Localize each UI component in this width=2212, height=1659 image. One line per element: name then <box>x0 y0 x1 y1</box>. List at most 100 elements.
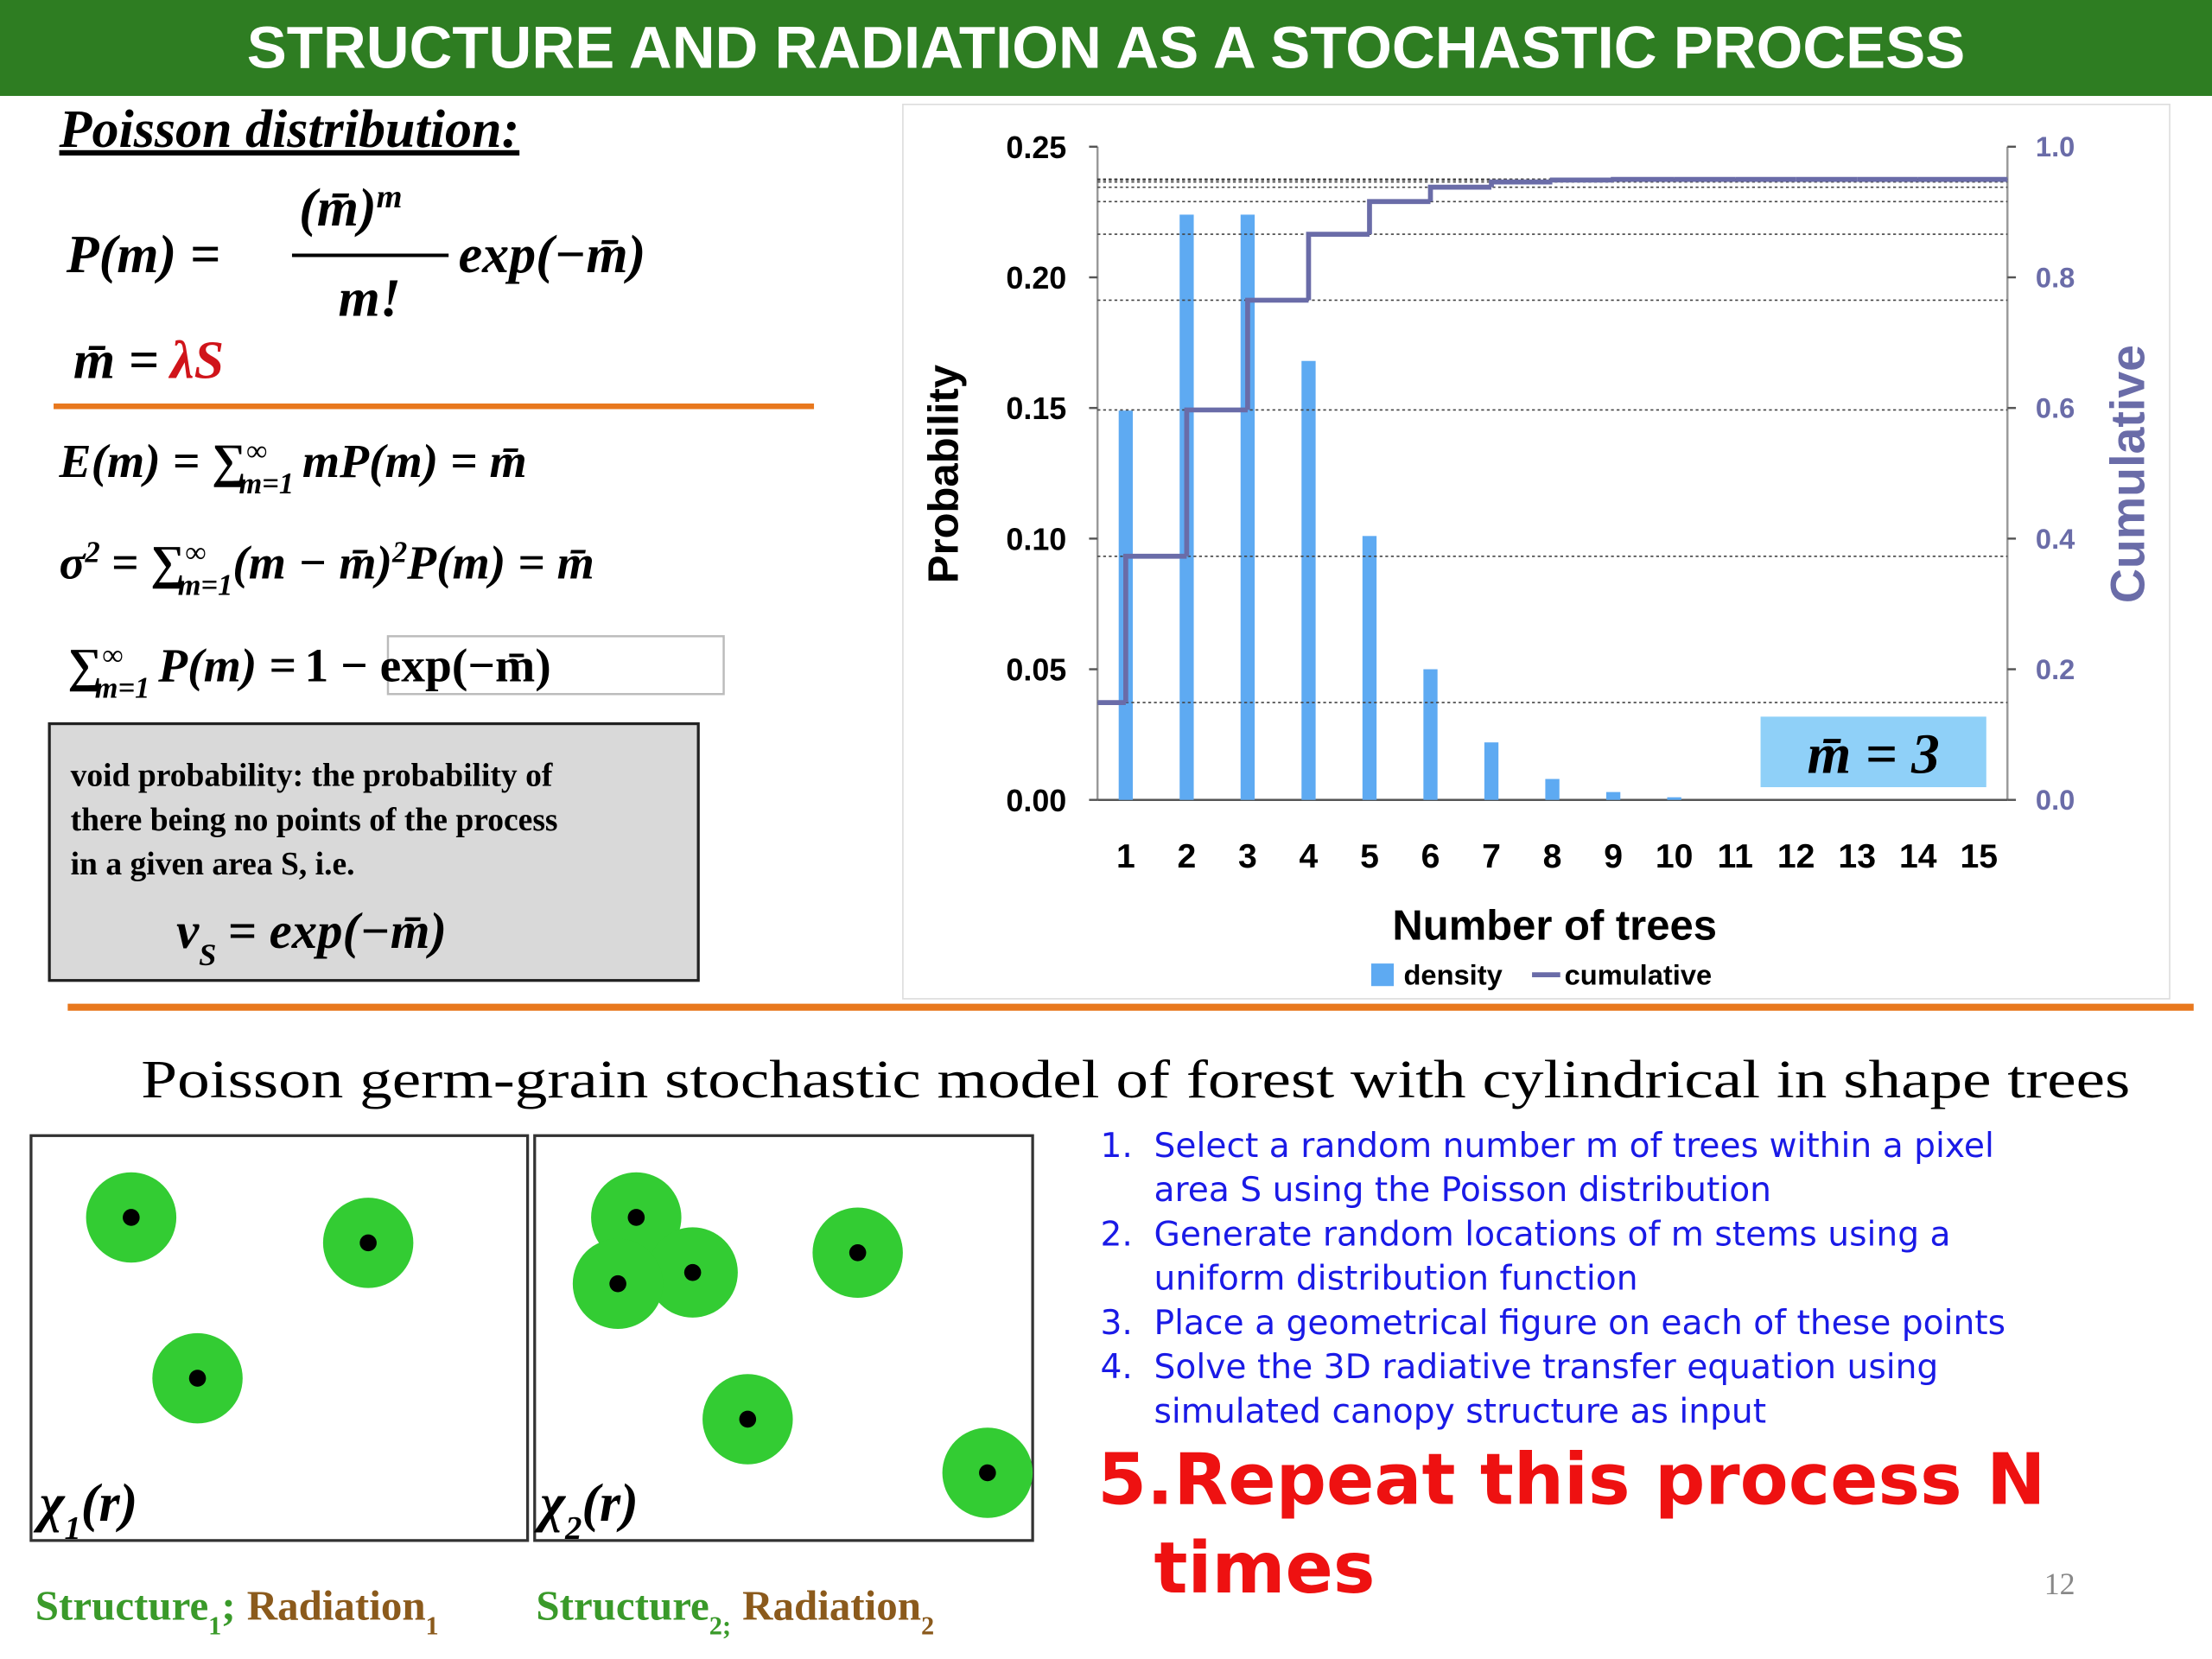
formula-part: ∞ <box>102 639 124 672</box>
page-number: 12 <box>2044 1567 2075 1601</box>
x-tick-label: 15 <box>1960 838 1998 875</box>
y-tick-label: 0.10 <box>1006 521 1066 556</box>
annotation: m̄ = 3 <box>1808 724 1940 786</box>
step-line <box>1245 297 1309 410</box>
step-line <box>1611 176 1675 182</box>
final-step-number: 5. <box>1097 1439 1173 1521</box>
formula-part: = exp(−m̄) <box>228 903 447 959</box>
x-tick-label: 3 <box>1238 838 1257 875</box>
tree-stem <box>359 1234 377 1252</box>
formula-part: (m̄) <box>299 179 377 238</box>
y-tick-label: 0.25 <box>1006 130 1066 165</box>
step-line <box>1367 199 1431 235</box>
bar <box>1301 360 1316 800</box>
step-text: Select a random number m of trees within… <box>1154 1127 1994 1166</box>
tree-stem <box>849 1244 867 1262</box>
caption-part: 1 <box>426 1611 439 1640</box>
formula-part: 1 − exp(−m̄) <box>305 640 551 693</box>
tree-stem <box>188 1370 207 1387</box>
step-text: Place a geometrical figure on each of th… <box>1154 1304 2006 1343</box>
formula-part: mP(m) = m̄ <box>302 435 527 488</box>
heading: Poisson distribution: <box>59 100 520 159</box>
slide-title: STRUCTURE AND RADIATION AS A STOCHASTIC … <box>247 14 1966 80</box>
formula-part: λS <box>168 332 224 391</box>
void-box <box>48 721 700 982</box>
step-number: 4. <box>1100 1348 1132 1387</box>
x-tick-label: 13 <box>1838 838 1876 875</box>
tree-stem <box>627 1209 645 1226</box>
formula-part: 2 <box>84 536 99 569</box>
formula-part: P(m) = m̄ <box>406 537 594 589</box>
step-line <box>1123 553 1187 703</box>
bar <box>1545 779 1560 800</box>
final-step-text: times <box>1154 1528 1376 1610</box>
legend-label: cumulative <box>1565 959 1713 991</box>
result-box <box>386 635 725 696</box>
formula-part: ∑ <box>67 640 102 693</box>
step-number: 2. <box>1100 1215 1132 1254</box>
bar <box>1423 669 1438 800</box>
step-number: 1. <box>1100 1127 1132 1166</box>
formula-part: m=1 <box>178 569 233 601</box>
formula-part: m=1 <box>239 467 295 500</box>
x-tick-label: 10 <box>1656 838 1694 875</box>
tree-stem <box>609 1274 626 1293</box>
formula: exp(−m̄) <box>459 226 646 284</box>
y-tick-label: 0.00 <box>1006 783 1066 818</box>
panel-label: χ1(r) <box>33 1474 138 1547</box>
tree-stem <box>683 1263 702 1281</box>
step-line <box>1184 407 1248 556</box>
step-text: Solve the 3D radiative transfer equation… <box>1154 1348 1939 1387</box>
x-tick-label: 14 <box>1899 838 1937 875</box>
y-tick-label: 0.05 <box>1006 652 1066 688</box>
caption-part: 1 <box>208 1611 221 1640</box>
caption-part: Radiation <box>742 1581 921 1629</box>
legend-label: density <box>1403 959 1502 991</box>
caption-part: 2; <box>709 1611 731 1640</box>
caption-part: Radiation <box>247 1581 426 1629</box>
y2-axis-label: Cumulative <box>2101 345 2155 603</box>
step-text: area S using the Poisson distribution <box>1154 1171 1771 1210</box>
void-text: in a given area S, i.e. <box>71 847 355 882</box>
bar <box>1240 214 1255 800</box>
title-bar <box>0 0 2212 97</box>
formula-part: S <box>199 938 216 972</box>
formula-part: m̄ = <box>73 332 159 391</box>
formula: (m̄)m <box>299 179 402 238</box>
step-number: 3. <box>1100 1304 1132 1343</box>
caption-part: 2 <box>921 1611 934 1640</box>
formula-part: E(m) = ∑ <box>59 435 246 488</box>
panel-label-part: (r) <box>582 1474 638 1533</box>
y2-tick-label: 0.6 <box>2036 392 2075 424</box>
bar <box>1362 536 1377 800</box>
x-axis-label: Number of trees <box>1392 902 1717 949</box>
bar <box>1605 791 1621 800</box>
bar <box>1484 742 1499 800</box>
step-text: Generate random locations of m stems usi… <box>1154 1215 1951 1254</box>
chart-frame <box>902 104 2171 1000</box>
step-line <box>1549 177 1614 183</box>
x-tick-label: 4 <box>1300 838 1319 875</box>
y-axis-label: Probability <box>921 365 968 583</box>
x-tick-label: 8 <box>1543 838 1562 875</box>
chart: 0.00 0.05 0.10 0.15 0.20 0.25 0.0 0.2 0.4 0.6 0.8 1… <box>921 130 2155 991</box>
x-tick-label: 7 <box>1482 838 1501 875</box>
formula: m! <box>339 270 401 328</box>
annotation-box <box>1760 716 1986 788</box>
step-line <box>1306 232 1370 301</box>
caption-part: Structure <box>35 1581 208 1629</box>
x-tick-label: 2 <box>1177 838 1196 875</box>
y-tick-label: 0.15 <box>1006 391 1066 426</box>
formula-part: = ∑ <box>111 537 185 589</box>
y2-tick-label: 0.8 <box>2036 261 2075 293</box>
void-text: there being no points of the process <box>71 803 558 838</box>
caption: Structure1; Radiation1 <box>35 1581 439 1640</box>
x-tick-label: 9 <box>1604 838 1623 875</box>
step-line <box>1427 184 1492 202</box>
y-tick-label: 0.20 <box>1006 260 1066 296</box>
panel-label-part: (r) <box>81 1474 137 1533</box>
formula: vS = exp(−m̄) <box>176 903 447 972</box>
void-text: void probability: the probability of <box>71 758 553 793</box>
tree-stem <box>123 1209 140 1226</box>
caption-part: Structure <box>536 1581 709 1629</box>
